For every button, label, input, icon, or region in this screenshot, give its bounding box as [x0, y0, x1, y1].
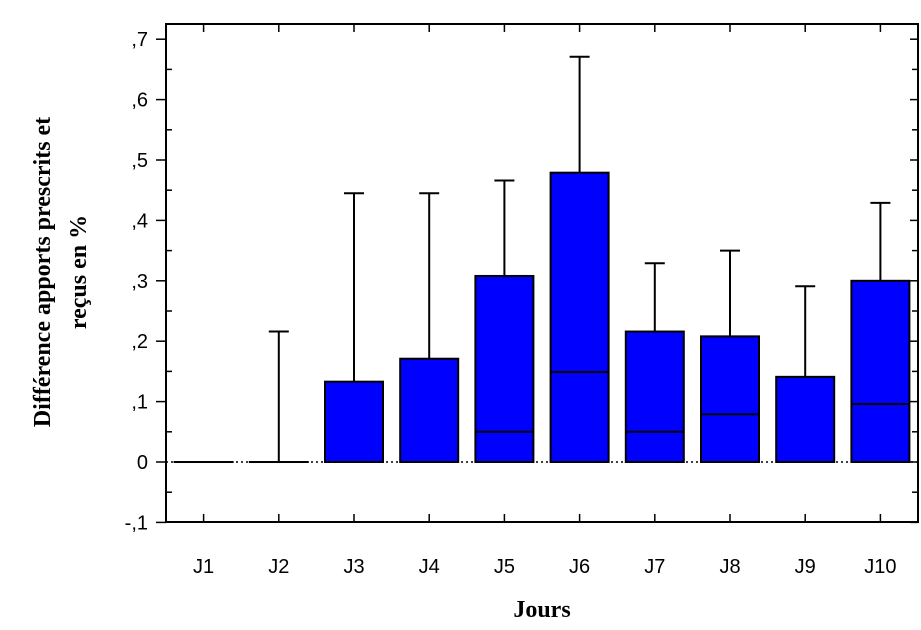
- box-rect: [850, 279, 911, 463]
- y-tick-labels: -,1 0 ,1 ,2 ,3 ,4 ,5 ,6 ,7: [125, 29, 148, 534]
- box-rect: [700, 335, 760, 464]
- boxes: [173, 55, 911, 464]
- box-rect: [549, 171, 610, 464]
- x-tick-label: J5: [494, 556, 515, 578]
- y-tick-label: ,1: [131, 392, 148, 414]
- x-tick-label: J3: [343, 556, 364, 578]
- box-J6: [549, 55, 610, 464]
- plot-frame: [165, 23, 919, 523]
- x-tick-label: J7: [644, 556, 665, 578]
- box-rect: [624, 330, 685, 464]
- x-tick-label: J9: [795, 556, 816, 578]
- box-rect: [474, 274, 535, 463]
- box-J9: [775, 285, 836, 463]
- y-tick-label: ,4: [131, 210, 148, 232]
- y-tick-label: ,7: [131, 29, 148, 51]
- x-axis-title: Jours: [513, 597, 570, 623]
- box-rect: [775, 375, 836, 463]
- x-tick-label: J1: [193, 556, 214, 578]
- box-J8: [700, 249, 760, 464]
- y-tick-label: -,1: [125, 512, 148, 534]
- y-axis-title-line-2: reçus en %: [66, 215, 92, 329]
- axis-ticks: [156, 24, 918, 524]
- x-tick-label: J6: [569, 556, 590, 578]
- y-tick-label: ,3: [131, 271, 148, 293]
- box-J7: [624, 262, 685, 464]
- y-tick-label: ,2: [131, 331, 148, 353]
- y-tick-label: ,6: [131, 90, 148, 112]
- x-tick-label: J2: [268, 556, 289, 578]
- y-tick-label: ,5: [131, 150, 148, 172]
- x-tick-label: J8: [719, 556, 740, 578]
- y-axis-title: Différence apports prescrits et reçus en…: [30, 117, 92, 427]
- box-J3: [324, 192, 384, 463]
- box-rect: [399, 357, 460, 463]
- box-J5: [474, 179, 535, 463]
- x-tick-label: J4: [419, 556, 440, 578]
- box-J2: [248, 330, 309, 464]
- box-J4: [399, 192, 460, 463]
- box-J10: [850, 201, 911, 463]
- x-tick-label: J10: [864, 556, 896, 578]
- y-tick-label: 0: [137, 452, 148, 474]
- x-tick-labels: J1 J2 J3 J4 J5 J6 J7 J8 J9 J10: [193, 556, 896, 578]
- y-axis-title-line-1: Différence apports prescrits et: [30, 117, 56, 427]
- box-rect: [324, 380, 384, 463]
